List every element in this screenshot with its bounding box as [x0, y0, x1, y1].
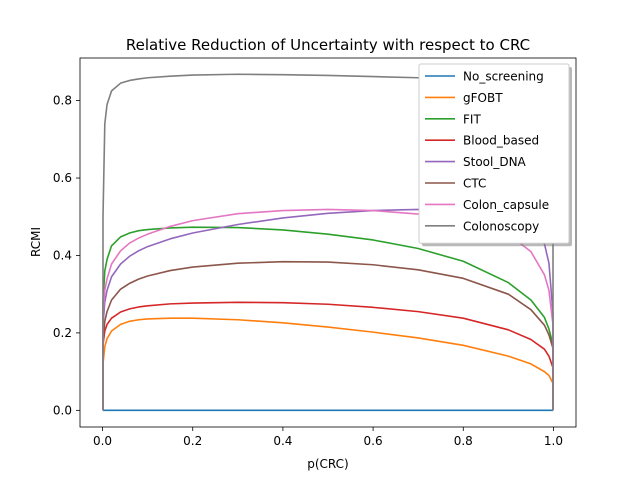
legend-label: Colon_capsule [463, 198, 549, 212]
legend-label: gFOBT [463, 91, 503, 105]
x-tick-label: 0.4 [273, 434, 292, 448]
y-axis: 0.0 0.2 0.4 0.6 0.8 [53, 94, 80, 417]
legend-label: Stool_DNA [463, 155, 527, 169]
legend-label: FIT [463, 112, 481, 126]
series-line-fit [102, 226, 554, 411]
plot-frame [79, 57, 577, 428]
x-tick-label: 0.6 [364, 434, 383, 448]
y-tick-label: 0.8 [53, 94, 72, 108]
y-tick-label: 0.6 [53, 171, 72, 185]
x-axis-label: p(CRC) [307, 457, 348, 471]
series-line-ctc [102, 260, 554, 411]
series-line-blood-based [102, 301, 554, 411]
legend-item: Stool_DNA [425, 155, 527, 169]
legend-label: CTC [463, 177, 486, 191]
series-line-gfobt [102, 317, 554, 411]
chart-title: Relative Reduction of Uncertainty with r… [126, 36, 530, 54]
legend-item: CTC [425, 177, 486, 191]
legend-box [418, 63, 570, 244]
x-tick-label: 0.0 [93, 434, 112, 448]
legend-label: Blood_based [463, 134, 539, 148]
legend-label: Colonoscopy [463, 219, 539, 233]
legend-item: FIT [425, 112, 481, 126]
y-tick-label: 0.4 [53, 248, 72, 262]
legend-label: No_screening [463, 70, 544, 84]
legend-item: gFOBT [425, 91, 503, 105]
x-tick-label: 0.8 [454, 434, 473, 448]
x-axis: 0.0 0.2 0.4 0.6 0.8 1.0 [93, 427, 563, 448]
x-tick-label: 1.0 [544, 434, 563, 448]
y-tick-label: 0.0 [53, 403, 72, 417]
y-axis-label: RCMI [29, 227, 43, 257]
x-tick-label: 0.2 [183, 434, 202, 448]
legend-item: Colon_capsule [425, 198, 549, 212]
y-tick-label: 0.2 [53, 326, 72, 340]
legend-item: No_screening [425, 70, 544, 84]
legend-item: Colonoscopy [425, 219, 539, 233]
series-line-colon-capsule [102, 208, 554, 411]
legend: No_screening gFOBT FIT Blood_based Stool_DNA… [418, 63, 572, 247]
legend-item: Blood_based [425, 134, 539, 148]
